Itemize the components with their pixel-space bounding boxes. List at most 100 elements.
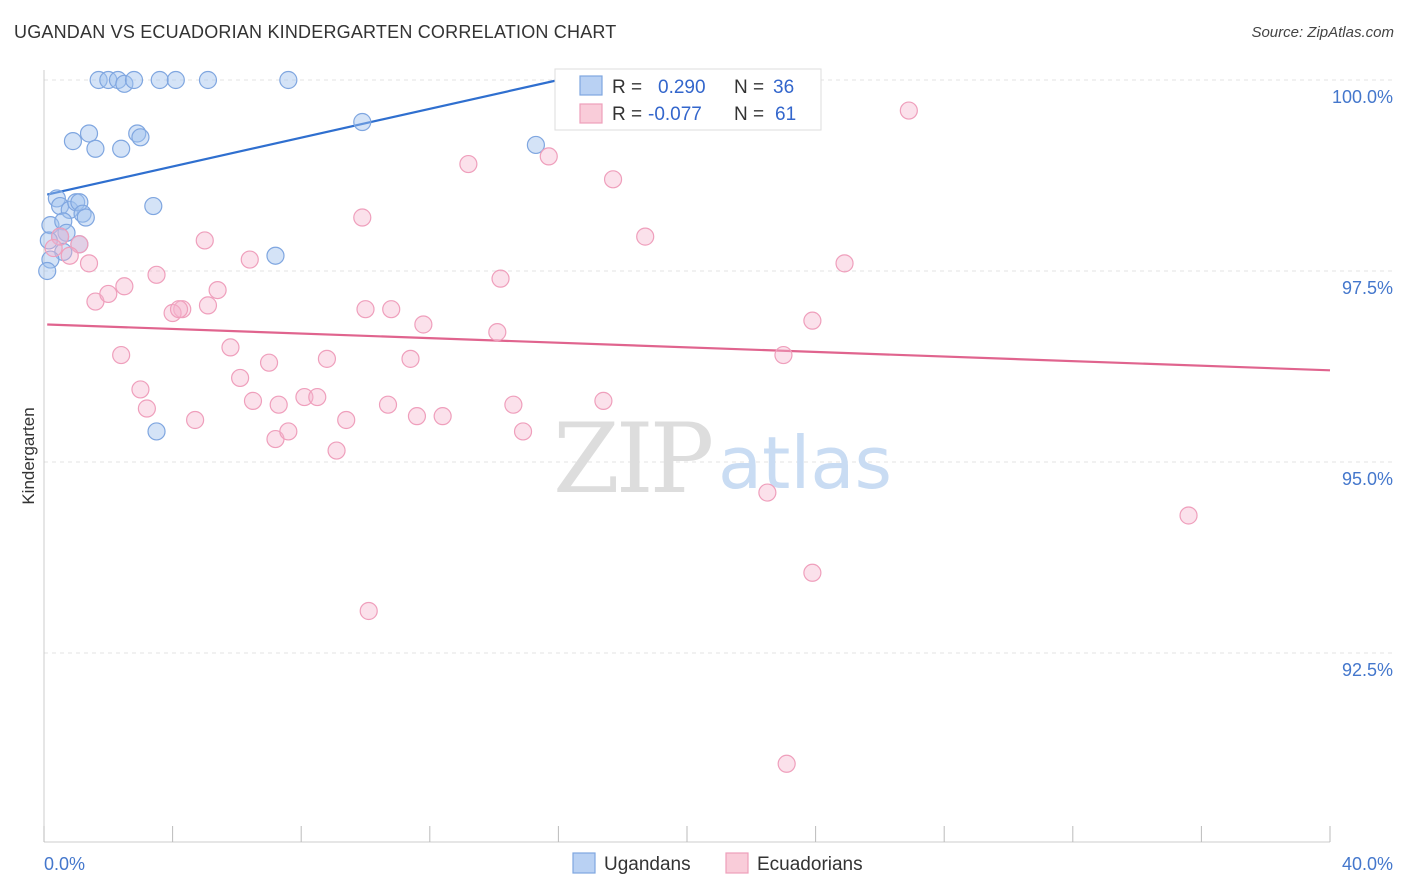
point-ecuadorians: [337, 410, 356, 430]
y-tick-label: 97.5%: [1342, 278, 1393, 298]
point-ecuadorians: [50, 227, 70, 246]
point-ecuadorians: [414, 315, 433, 334]
point-ecuadorians: [488, 323, 507, 342]
chart-title: UGANDAN VS ECUADORIAN KINDERGARTEN CORRE…: [14, 22, 617, 42]
point-ecuadorians: [491, 269, 510, 288]
trend-line-ugandans: [46, 78, 559, 196]
point-ecuadorians: [539, 147, 558, 166]
point-ecuadorians: [208, 281, 227, 300]
legend-r-label-1: R =: [612, 77, 642, 98]
point-ecuadorians: [774, 345, 793, 365]
trend-line-ecuadorians: [47, 323, 1331, 372]
point-ugandans: [89, 70, 108, 90]
point-ecuadorians: [317, 349, 337, 368]
trend-lines: [46, 78, 1331, 372]
point-ugandans: [150, 70, 169, 90]
point-ugandans: [54, 212, 73, 231]
point-ugandans: [353, 112, 372, 132]
point-ugandans: [76, 208, 95, 227]
point-ugandans: [279, 70, 298, 90]
point-ecuadorians: [221, 338, 240, 357]
point-ecuadorians: [835, 254, 854, 273]
point-ugandans: [198, 70, 218, 90]
point-ugandans: [166, 70, 185, 90]
legend-r-label-2: R =: [612, 104, 642, 125]
point-ecuadorians: [359, 601, 378, 621]
point-ugandans: [70, 193, 89, 212]
point-ecuadorians: [269, 395, 288, 414]
point-ecuadorians: [195, 231, 214, 250]
point-ecuadorians: [803, 563, 822, 582]
y-tick-label: 92.5%: [1342, 660, 1393, 680]
point-ecuadorians: [459, 154, 478, 174]
point-ecuadorians: [382, 300, 401, 319]
point-ecuadorians: [603, 170, 623, 189]
legend-n-label-2: N =: [734, 104, 764, 125]
bottom-legend-swatch-ugandans[interactable]: [572, 852, 596, 874]
point-ecuadorians: [186, 410, 205, 430]
legend-n-value-ecuadorians: 61: [775, 104, 796, 125]
point-ecuadorians: [112, 345, 131, 365]
point-ecuadorians: [240, 250, 259, 269]
point-ecuadorians: [60, 246, 79, 265]
point-ugandans: [79, 124, 99, 143]
point-ecuadorians: [433, 407, 452, 426]
point-ugandans: [112, 139, 131, 158]
watermark-zip: ZIP: [553, 403, 712, 515]
axes: [43, 70, 1331, 843]
point-ecuadorians: [401, 349, 420, 368]
point-ecuadorians: [169, 300, 189, 319]
point-ugandans: [147, 422, 166, 441]
point-ugandans: [63, 132, 83, 151]
point-ugandans: [38, 261, 57, 281]
point-ecuadorians: [594, 391, 613, 410]
point-ecuadorians: [513, 422, 533, 441]
point-ecuadorians: [259, 353, 279, 372]
watermark: ZIP atlas: [553, 403, 892, 515]
point-ecuadorians: [115, 277, 134, 296]
point-ecuadorians: [308, 387, 327, 407]
point-ugandans: [124, 70, 144, 90]
y-tick-label: 95.0%: [1342, 469, 1393, 489]
legend-r-value-ugandans: 0.290: [658, 77, 706, 98]
bottom-legend-label-ugandans[interactable]: Ugandans: [604, 854, 691, 875]
legend-n-label-1: N =: [734, 77, 764, 98]
point-ecuadorians: [295, 387, 314, 407]
y-axis-title: Kindergarten: [19, 407, 38, 504]
point-ugandans: [144, 196, 163, 216]
point-ecuadorians: [79, 254, 99, 273]
point-ugandans: [86, 139, 105, 158]
point-ecuadorians: [758, 483, 777, 502]
point-ecuadorians: [407, 407, 427, 426]
tick-labels: 100.0% 97.5% 95.0% 92.5% 0.0% 40.0%: [44, 87, 1393, 874]
x-tick-label: 40.0%: [1342, 854, 1393, 874]
point-ugandans: [131, 128, 150, 147]
bottom-legend-label-ecuadorians[interactable]: Ecuadorians: [757, 854, 863, 875]
watermark-atlas: atlas: [718, 421, 892, 505]
bottom-legend-swatch-ecuadorians[interactable]: [725, 852, 749, 874]
point-ecuadorians: [99, 284, 118, 304]
legend-n-value-ugandans: 36: [773, 77, 794, 98]
point-ecuadorians: [1179, 506, 1198, 525]
point-ecuadorians: [327, 441, 346, 460]
point-ecuadorians: [147, 265, 166, 284]
point-ugandans: [266, 246, 285, 265]
gridlines: [44, 79, 1394, 654]
point-ugandans: [115, 74, 134, 93]
point-ugandans: [41, 250, 60, 269]
legend-swatch-ugandans: [579, 75, 603, 96]
correlation-legend: R = 0.290 N = 36 R = -0.077 N = 61: [554, 68, 822, 131]
point-ecuadorians: [198, 296, 218, 315]
point-ugandans: [526, 135, 545, 155]
y-tick-label: 100.0%: [1332, 87, 1393, 107]
point-ecuadorians: [353, 208, 372, 227]
point-ecuadorians: [44, 238, 63, 258]
chart-source: Source: ZipAtlas.com: [1251, 24, 1394, 41]
point-ecuadorians: [131, 380, 150, 399]
point-ecuadorians: [777, 754, 796, 773]
point-ecuadorians: [378, 395, 398, 414]
legend-swatch-ecuadorians: [579, 103, 603, 124]
point-ecuadorians: [231, 368, 250, 388]
point-ecuadorians: [243, 391, 263, 410]
